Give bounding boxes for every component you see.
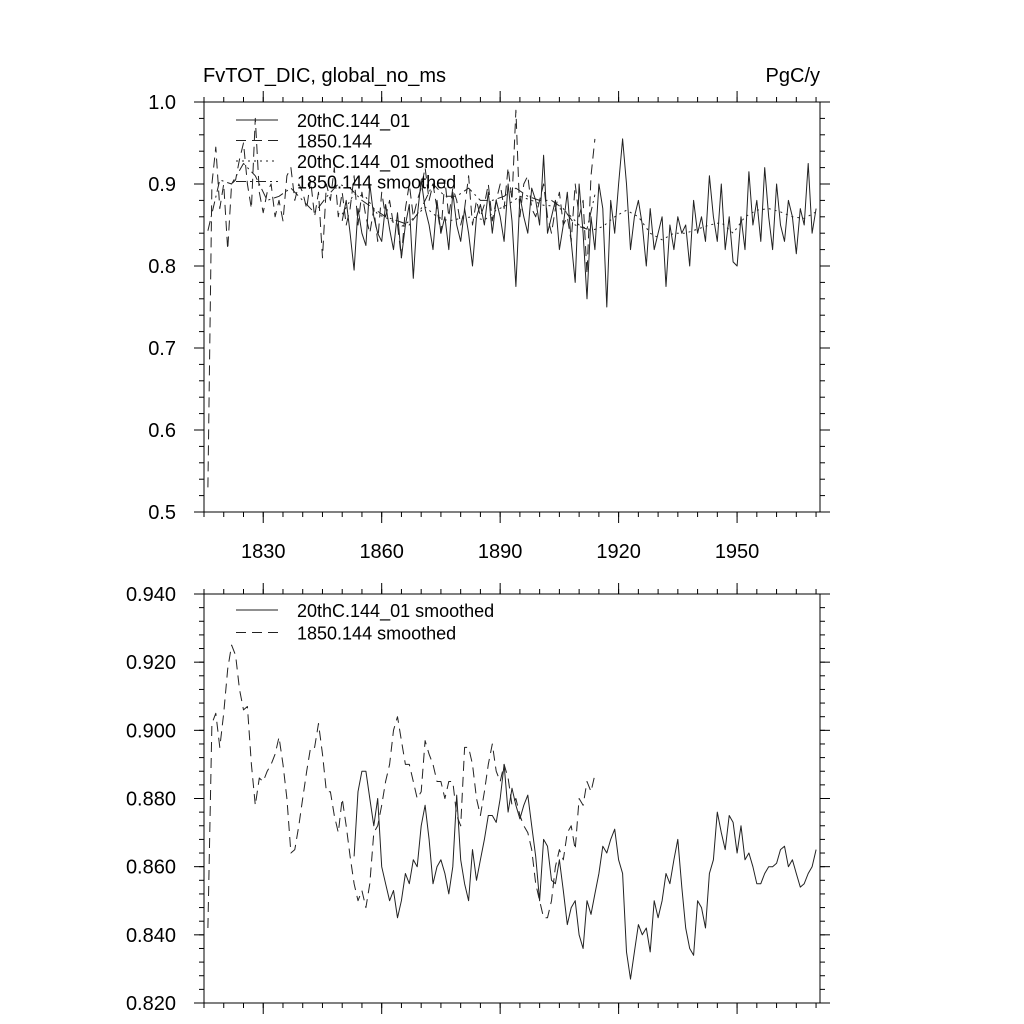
legend-label: 20thC.144_01 [297, 111, 410, 132]
x-tick-label: 1890 [478, 541, 523, 563]
legend-label: 1850.144 smoothed [297, 624, 456, 644]
y-tick-label: 0.6 [148, 420, 176, 442]
y-tick-label: 0.5 [148, 502, 176, 524]
y-tick-label: 0.8 [148, 256, 176, 278]
y-tick-label: 0.820 [126, 993, 176, 1015]
x-tick-label: 1920 [596, 541, 641, 563]
plot-frame [203, 593, 821, 1004]
y-tick-label: 0.940 [126, 584, 176, 606]
x-tick-label: 1860 [359, 541, 404, 563]
legend-label: 20thC.144_01 smoothed [297, 601, 494, 622]
series-line-1850-144 [207, 109, 596, 488]
y-tick-label: 0.860 [126, 857, 176, 879]
y-tick-label: 0.9 [148, 174, 176, 196]
series-line-20thc-144-01-smoothed [341, 193, 817, 241]
series-line-1850-144-smoothed [207, 163, 596, 231]
legend-label: 1850.144 [297, 132, 372, 152]
plot-units-label: PgC/y [766, 65, 820, 87]
legend-label: 1850.144 smoothed [297, 173, 456, 193]
x-tick-label: 1950 [715, 541, 760, 563]
series-line-20thc-144-01-smoothed [353, 763, 817, 980]
y-tick-label: 0.7 [148, 338, 176, 360]
top-panel: 0.5 0.6 0.7 0.8 0.9 1.0 1830 1860 1890 1920 1950 20… [148, 91, 830, 563]
series-line-20thc-144-01 [341, 138, 817, 308]
y-tick-label: 0.880 [126, 789, 176, 811]
y-tick-label: 1.0 [148, 92, 176, 114]
y-tick-label: 0.900 [126, 720, 176, 742]
legend-label: 20thC.144_01 smoothed [297, 152, 494, 173]
series-line-1850-144-smoothed [207, 644, 596, 929]
data-lines [207, 109, 817, 488]
plot-frame [203, 101, 821, 513]
bottom-panel: 0.820 0.840 0.860 0.880 0.900 0.920 0.940 20thC… [126, 583, 830, 1015]
x-tick-label: 1830 [241, 541, 286, 563]
y-tick-label: 0.840 [126, 925, 176, 947]
plot-title-left: FvTOT_DIC, global_no_ms [203, 65, 446, 87]
data-lines [207, 644, 817, 980]
y-tick-label: 0.920 [126, 652, 176, 674]
